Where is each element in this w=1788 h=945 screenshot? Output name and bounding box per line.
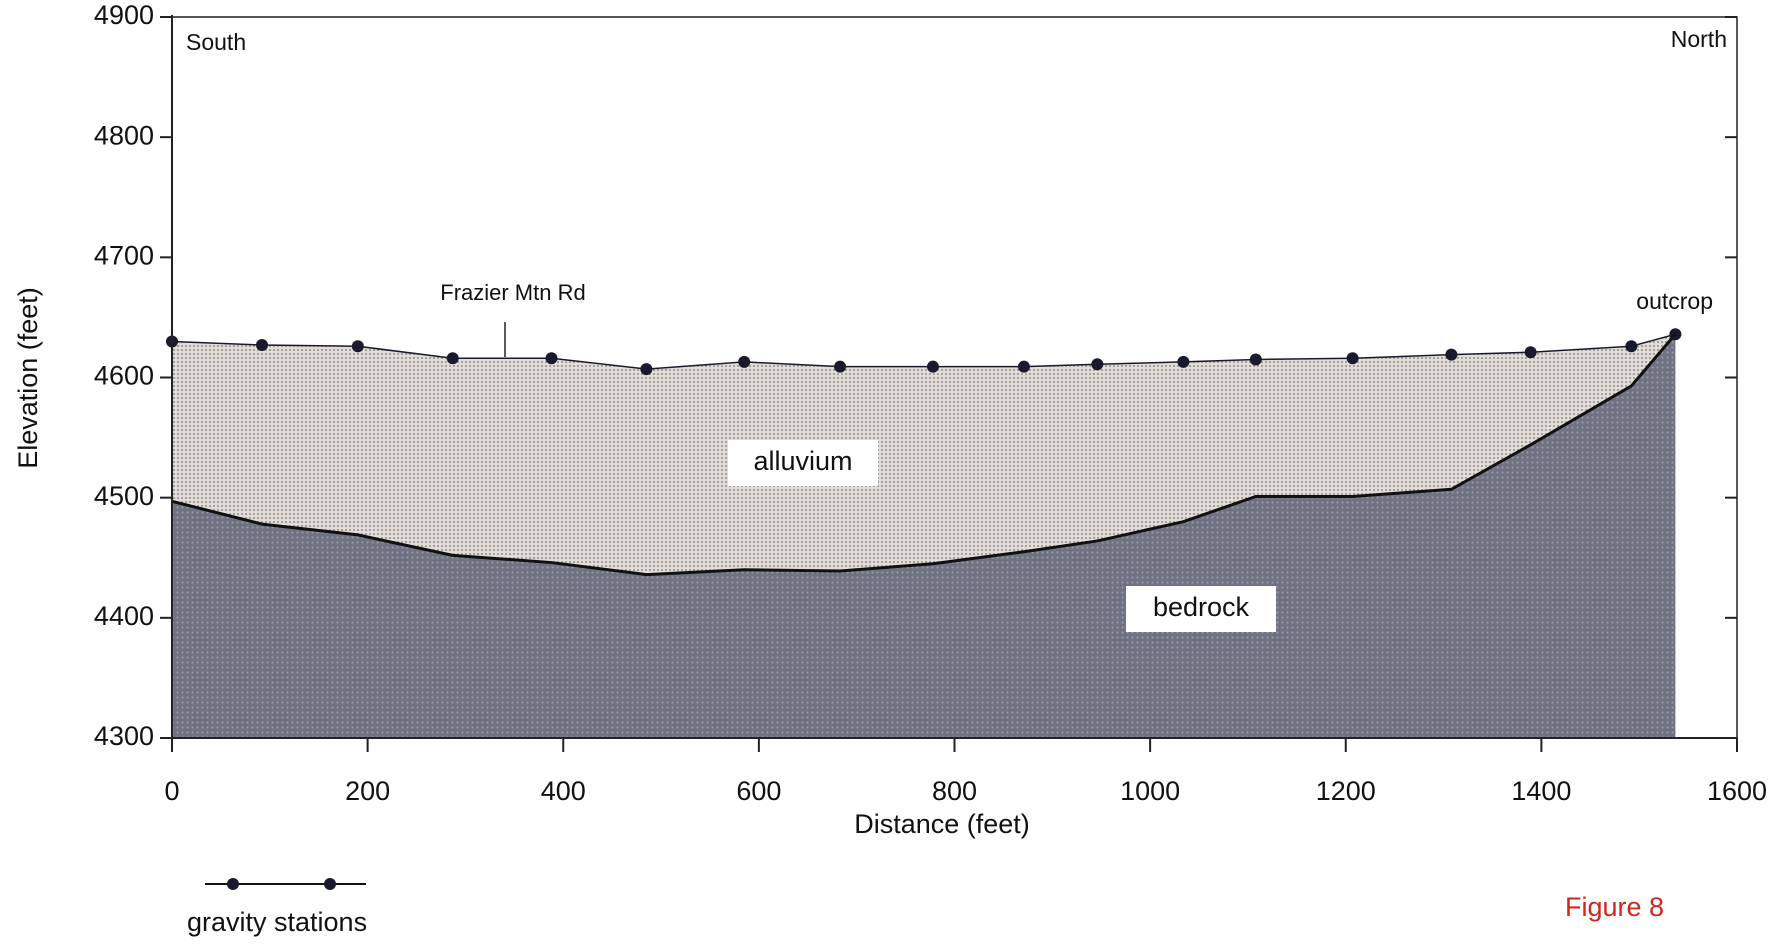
y-tick-label: 4800 (94, 120, 154, 150)
x-tick-label: 1200 (1316, 776, 1376, 806)
alluvium-area (172, 334, 1676, 575)
x-axis-label: Distance (feet) (854, 809, 1030, 839)
bedrock-area (172, 334, 1676, 738)
x-tick-label: 200 (345, 776, 390, 806)
gravity-station (545, 352, 558, 365)
gravity-station (1017, 360, 1030, 373)
gravity-station (926, 360, 939, 373)
x-tick-label: 1000 (1120, 776, 1180, 806)
annotation: North (1671, 26, 1727, 52)
annotation: bedrock (1153, 592, 1250, 622)
gravity-station (1346, 352, 1359, 365)
legend-label: gravity stations (187, 907, 367, 937)
annotation: outcrop (1636, 288, 1713, 314)
y-tick-label: 4900 (94, 0, 154, 30)
gravity-station (1524, 346, 1537, 359)
gravity-station (738, 355, 751, 368)
x-tick-label: 1400 (1511, 776, 1571, 806)
gravity-station (640, 363, 653, 376)
legend-marker (324, 878, 336, 890)
gravity-station (1177, 355, 1190, 368)
gravity-station (1091, 358, 1104, 371)
legend-marker (227, 878, 239, 890)
annotation: South (186, 29, 246, 55)
x-tick-label: 0 (164, 776, 179, 806)
annotation: Frazier Mtn Rd (440, 280, 585, 305)
gravity-station (446, 352, 459, 365)
y-tick-label: 4400 (94, 601, 154, 631)
y-tick-label: 4300 (94, 721, 154, 751)
x-tick-label: 400 (541, 776, 586, 806)
y-tick-label: 4700 (94, 240, 154, 270)
x-tick-label: 800 (932, 776, 977, 806)
annotation: alluvium (753, 446, 852, 476)
label-box (1126, 586, 1276, 632)
gravity-station (255, 339, 268, 352)
gravity-station (1445, 348, 1458, 361)
gravity-station (1625, 340, 1638, 353)
figure-label: Figure 8 (1565, 892, 1664, 922)
profile-line (171, 333, 1676, 370)
gravity-station (834, 360, 847, 373)
label-box (728, 440, 878, 486)
profile-line (171, 333, 1677, 577)
y-axis-label: Elevation (feet) (13, 287, 43, 469)
x-tick-label: 600 (736, 776, 781, 806)
x-tick-label: 1600 (1707, 776, 1767, 806)
y-tick-label: 4500 (94, 481, 154, 511)
y-tick-label: 4600 (94, 361, 154, 391)
gravity-station (351, 340, 364, 353)
gravity-station (1249, 353, 1262, 366)
